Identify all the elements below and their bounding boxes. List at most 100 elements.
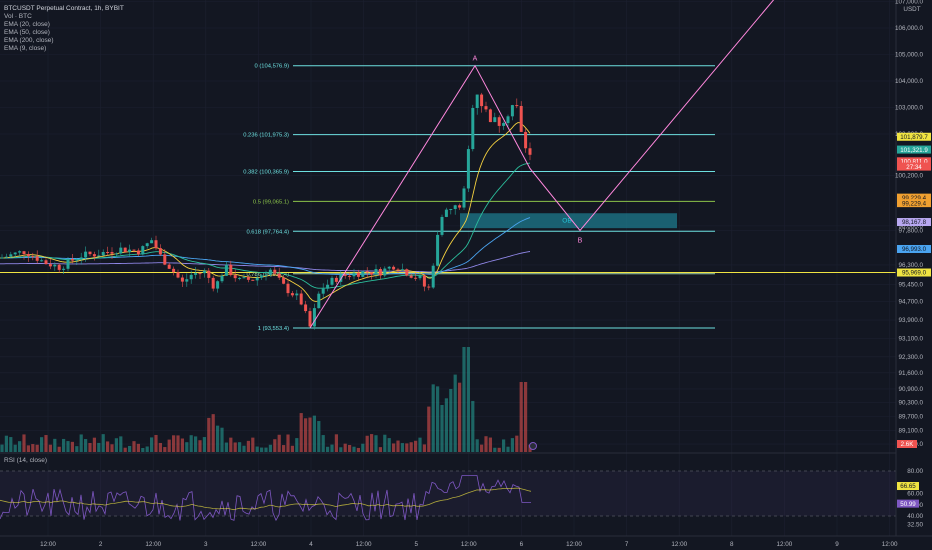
candle[interactable] xyxy=(88,251,92,255)
candle[interactable] xyxy=(400,269,404,271)
candle[interactable] xyxy=(524,131,528,149)
candle[interactable] xyxy=(22,251,26,255)
candle[interactable] xyxy=(185,279,189,282)
price-badge[interactable] xyxy=(897,157,931,166)
candle[interactable] xyxy=(84,251,88,258)
candle[interactable] xyxy=(299,293,303,305)
candle[interactable] xyxy=(53,264,57,267)
candle[interactable] xyxy=(431,265,435,288)
candle[interactable] xyxy=(150,240,154,244)
candle[interactable] xyxy=(57,264,61,270)
candle[interactable] xyxy=(312,308,316,327)
candle[interactable] xyxy=(18,251,22,253)
candle[interactable] xyxy=(198,273,202,275)
candle[interactable] xyxy=(44,260,48,265)
candle[interactable] xyxy=(255,277,259,281)
candle[interactable] xyxy=(348,275,352,277)
candle[interactable] xyxy=(251,279,255,281)
candle[interactable] xyxy=(422,275,426,287)
price-badge[interactable] xyxy=(897,145,931,154)
candle[interactable] xyxy=(475,94,479,109)
candle[interactable] xyxy=(172,268,176,273)
candle[interactable] xyxy=(440,216,444,235)
order-block-zone[interactable] xyxy=(460,213,677,229)
candle[interactable] xyxy=(260,275,264,278)
candle[interactable] xyxy=(361,271,365,277)
candle[interactable] xyxy=(189,274,193,280)
price-badge[interactable] xyxy=(897,193,931,202)
candle[interactable] xyxy=(321,288,325,294)
candle[interactable] xyxy=(224,264,228,276)
rsi-badge[interactable] xyxy=(897,482,919,491)
candle[interactable] xyxy=(383,268,387,276)
candle[interactable] xyxy=(4,256,8,258)
candle[interactable] xyxy=(48,264,52,267)
candle[interactable] xyxy=(238,277,242,279)
candle[interactable] xyxy=(180,277,184,282)
candle[interactable] xyxy=(75,259,79,261)
rsi-line[interactable] xyxy=(0,475,531,522)
price-badge[interactable] xyxy=(897,268,931,277)
candle[interactable] xyxy=(497,117,501,126)
candle[interactable] xyxy=(515,105,519,107)
candle[interactable] xyxy=(163,254,167,265)
rsi-badge[interactable] xyxy=(897,499,919,508)
candle[interactable] xyxy=(519,105,523,132)
candle[interactable] xyxy=(510,105,514,117)
candle[interactable] xyxy=(392,266,396,270)
candle[interactable] xyxy=(0,257,4,259)
candle[interactable] xyxy=(136,250,140,255)
candle[interactable] xyxy=(418,275,422,279)
candle[interactable] xyxy=(493,117,497,123)
candle[interactable] xyxy=(396,269,400,271)
legend-volume[interactable]: Vol · BTC xyxy=(4,13,32,20)
candle[interactable] xyxy=(154,240,158,249)
ema-9-line[interactable] xyxy=(0,122,531,302)
price-badge[interactable] xyxy=(897,132,931,141)
candle[interactable] xyxy=(264,274,268,276)
candle[interactable] xyxy=(378,269,382,276)
candle[interactable] xyxy=(268,269,272,275)
candle[interactable] xyxy=(506,116,510,124)
candle[interactable] xyxy=(444,209,448,217)
candle[interactable] xyxy=(101,252,105,256)
legend-ema-200[interactable]: EMA (200, close) xyxy=(4,37,54,44)
candle[interactable] xyxy=(330,277,334,285)
candle[interactable] xyxy=(123,247,127,253)
candle[interactable] xyxy=(119,247,123,254)
candle[interactable] xyxy=(26,254,30,257)
candle[interactable] xyxy=(128,249,132,253)
candle[interactable] xyxy=(233,275,237,279)
candle[interactable] xyxy=(9,254,13,257)
candle[interactable] xyxy=(207,270,211,278)
candle[interactable] xyxy=(145,243,149,247)
price-badge[interactable] xyxy=(897,244,931,253)
candle[interactable] xyxy=(106,252,110,254)
candle[interactable] xyxy=(158,248,162,255)
candle[interactable] xyxy=(242,277,246,279)
price-badge[interactable] xyxy=(897,162,931,171)
candle[interactable] xyxy=(304,304,308,312)
candle[interactable] xyxy=(110,252,114,254)
volume-badge[interactable] xyxy=(897,440,917,448)
candle[interactable] xyxy=(352,272,356,277)
candle[interactable] xyxy=(167,264,171,269)
candle[interactable] xyxy=(216,281,220,289)
candle[interactable] xyxy=(488,109,492,123)
candle[interactable] xyxy=(295,293,299,296)
candle[interactable] xyxy=(194,273,198,275)
candle[interactable] xyxy=(273,269,277,274)
candle[interactable] xyxy=(290,293,294,296)
candle[interactable] xyxy=(458,205,462,208)
candle[interactable] xyxy=(132,249,136,251)
candle[interactable] xyxy=(92,254,96,257)
candle[interactable] xyxy=(365,271,369,273)
abc-pattern-line[interactable] xyxy=(309,0,790,329)
time-axis[interactable] xyxy=(0,536,932,550)
candle[interactable] xyxy=(308,311,312,327)
candle[interactable] xyxy=(326,284,330,289)
candle[interactable] xyxy=(453,205,457,210)
candle[interactable] xyxy=(502,123,506,126)
candle[interactable] xyxy=(40,260,44,262)
